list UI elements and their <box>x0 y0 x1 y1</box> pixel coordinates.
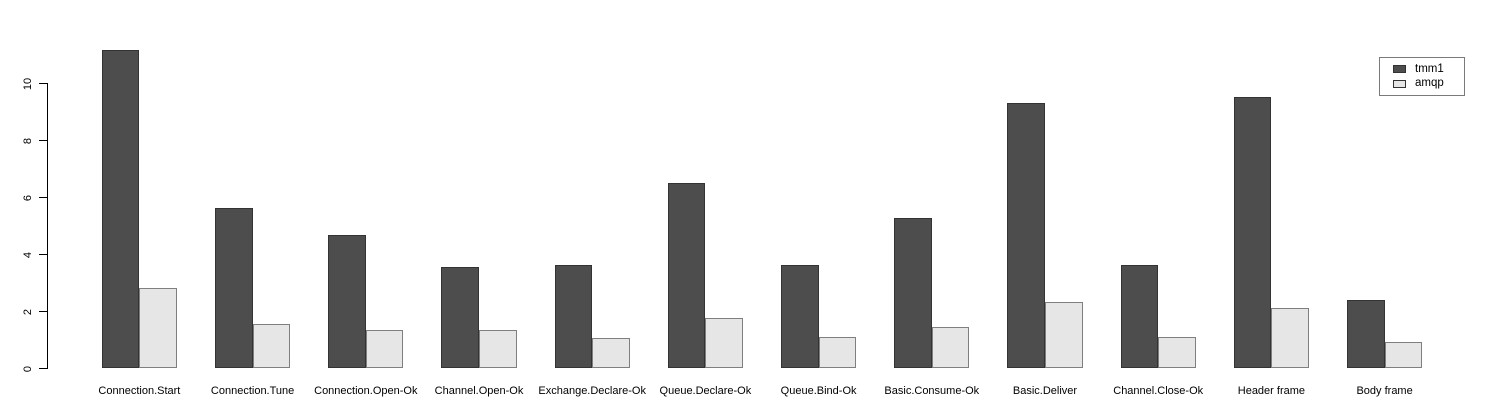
bar-tmm1 <box>780 265 819 368</box>
legend-item-amqp: amqp <box>1393 77 1464 90</box>
bar-tmm1 <box>214 208 253 368</box>
bar-tmm1 <box>1007 102 1045 368</box>
x-axis-category-label: Header frame <box>1237 385 1306 397</box>
bar-tmm1 <box>1233 97 1272 368</box>
y-axis-tick <box>39 254 47 255</box>
x-axis-category-label: Queue.Declare-Ok <box>659 385 752 397</box>
x-axis-category-label: Channel.Close-Ok <box>1113 385 1204 397</box>
legend-label-amqp: amqp <box>1415 77 1444 89</box>
bar-amqp <box>818 336 857 368</box>
legend-label-tmm1: tmm1 <box>1415 62 1444 75</box>
x-axis-category-label: Connection.Start <box>98 385 181 397</box>
legend-swatch-tmm1-icon <box>1393 65 1406 74</box>
x-axis-category-label: Channel.Open-Ok <box>434 385 524 397</box>
legend-box: tmm1 amqp <box>1379 57 1465 96</box>
bar-tmm1 <box>441 266 479 368</box>
bar-amqp <box>1158 336 1196 368</box>
bar-tmm1 <box>894 218 932 368</box>
y-axis-tick <box>39 368 47 369</box>
x-axis-category-label: Exchange.Declare-Ok <box>538 385 646 397</box>
y-axis-tick <box>39 197 47 198</box>
bar-amqp <box>139 288 178 368</box>
bar-amqp <box>592 338 630 368</box>
x-axis-category-label: Body frame <box>1356 385 1413 397</box>
y-axis-line <box>47 83 48 369</box>
bar-amqp <box>365 329 404 368</box>
x-axis-category-label: Queue.Bind-Ok <box>780 385 857 397</box>
bar-tmm1 <box>554 265 593 368</box>
x-axis-category-label: Connection.Open-Ok <box>314 385 418 397</box>
y-axis-tick-label: 8 <box>22 137 34 144</box>
bar-amqp <box>1271 308 1310 368</box>
bar-amqp <box>705 318 744 368</box>
y-axis-tick-label: 6 <box>22 194 34 201</box>
bar-amqp <box>931 326 970 368</box>
y-axis-tick <box>39 83 47 84</box>
bar-amqp <box>1384 342 1423 368</box>
x-axis-category-label: Basic.Deliver <box>1012 385 1078 397</box>
bar-tmm1 <box>667 182 706 368</box>
bar-tmm1 <box>328 235 366 368</box>
bar-amqp <box>252 323 291 368</box>
y-axis-tick-label: 2 <box>22 308 34 315</box>
y-axis-tick <box>39 311 47 312</box>
y-axis-tick-label: 10 <box>22 77 34 90</box>
bar-amqp <box>479 329 517 368</box>
legend-item-tmm1: tmm1 <box>1393 62 1464 76</box>
x-axis-category-label: Basic.Consume-Ok <box>884 385 980 397</box>
bar-tmm1 <box>1120 265 1159 368</box>
y-axis-tick-label: 0 <box>22 365 34 372</box>
x-axis-category-label: Connection.Tune <box>210 385 295 397</box>
y-axis-tick-label: 4 <box>22 251 34 258</box>
bar-tmm1 <box>101 50 140 368</box>
legend-swatch-amqp-icon <box>1393 79 1406 88</box>
bar-amqp <box>1045 302 1083 368</box>
bar-tmm1 <box>1346 299 1385 368</box>
y-axis-tick <box>39 140 47 141</box>
